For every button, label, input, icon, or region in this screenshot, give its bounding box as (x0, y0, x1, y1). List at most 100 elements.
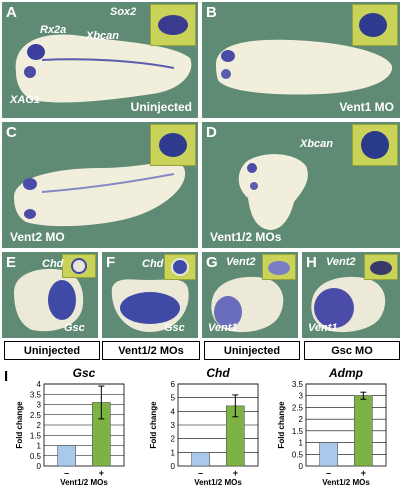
y-tick-label: 1 (171, 448, 176, 457)
inset-e (62, 254, 96, 278)
inset-f (164, 254, 196, 280)
caption-d: Vent1/2 MOs (210, 230, 282, 244)
x-axis-label: Vent1/2 MOs (322, 478, 370, 486)
y-tick-label: 2 (171, 435, 176, 444)
panel-e: E Chd Gsc (2, 252, 98, 338)
panel-b: B Vent1 MO (202, 2, 400, 118)
panel-h: H Vent2 Vent1 (302, 252, 400, 338)
label-xbcan-d: Xbcan (300, 138, 334, 150)
panel-d: D Xbcan Vent1/2 MOs (202, 122, 400, 248)
embryo-h (311, 276, 386, 333)
plot-frame (305, 383, 387, 467)
group-label-vent12-mos: Vent1/2 MOs (102, 341, 200, 360)
inset-c (150, 124, 196, 166)
group-label-gsc-mo: Gsc MO (304, 341, 400, 360)
chart-admp: Admp 0.5 1 1.5 2 2.5 3 3.5 0 Fold change – +Vent1/2… (277, 366, 387, 486)
x-axis-label: Vent1/2 MOs (194, 478, 242, 486)
chart-title: Gsc (73, 366, 96, 380)
y-tick-label: 2 (299, 415, 304, 424)
label-gsc-f: Gsc (164, 322, 185, 334)
bar (57, 445, 76, 467)
panel-letter-c: C (6, 124, 17, 141)
bar (319, 442, 338, 467)
caption-c: Vent2 MO (10, 230, 65, 244)
label-gsc-e: Gsc (64, 322, 85, 334)
inset-d (352, 124, 398, 166)
label-chd-e: Chd (42, 258, 64, 270)
chart-title: Admp (328, 366, 363, 380)
label-vent1-g: Vent1 (208, 322, 238, 334)
label-vent2-h: Vent2 (326, 256, 356, 268)
embryo-d (238, 154, 308, 230)
y-tick-label: 3.5 (30, 390, 42, 399)
chart-chd: Chd 1 2 3 4 5 6 0 Fold change – +Vent1/2 MOs (149, 366, 259, 486)
x-axis-label: Vent1/2 MOs (60, 478, 108, 486)
inset-h (364, 254, 398, 280)
label-vent1-h: Vent1 (308, 322, 338, 334)
bar (354, 395, 373, 467)
y-tick-label: 0.5 (30, 452, 42, 461)
y-tick-label: 1.5 (30, 431, 42, 440)
x-tick-label: + (361, 468, 366, 478)
x-tick-label: – (198, 468, 203, 478)
inset-b (352, 4, 398, 46)
y-tick-label: 2.5 (292, 403, 304, 412)
panel-letter-h: H (306, 254, 317, 271)
y-tick-label: 4 (171, 407, 176, 416)
y-tick-label: 0 (37, 462, 42, 471)
embryo-a (15, 34, 192, 103)
label-xbcan: Xbcan (86, 30, 120, 42)
y-tick-label: 0.5 (292, 450, 304, 459)
panel-letter-d: D (206, 124, 217, 141)
label-vent2-g: Vent2 (226, 256, 256, 268)
panel-letter-b: B (206, 4, 217, 21)
panel-letter-g: G (206, 254, 218, 271)
inset-a (150, 4, 196, 46)
y-tick-label: 3 (299, 392, 304, 401)
plot-frame (177, 383, 259, 467)
x-tick-label: – (326, 468, 331, 478)
y-tick-label: 6 (171, 380, 176, 389)
label-xag1: XAG1 (10, 94, 40, 106)
y-tick-label: 1.5 (292, 427, 304, 436)
panel-a: A Rx2a Xbcan Sox2 XAG1 Uninjected (2, 2, 198, 118)
y-tick-label: 2 (37, 421, 42, 430)
embryo-b (216, 39, 393, 95)
embryo-e (14, 268, 84, 332)
group-label-uninjected-1: Uninjected (4, 341, 100, 360)
y-tick-label: 3 (37, 401, 42, 410)
y-tick-label: 3.5 (292, 380, 304, 389)
x-tick-label: – (64, 468, 69, 478)
label-sox2: Sox2 (110, 6, 137, 18)
caption-a: Uninjected (130, 100, 192, 114)
panel-letter-f: F (106, 254, 116, 271)
label-rx2a: Rx2a (40, 24, 67, 36)
y-tick-label: 3 (171, 421, 176, 430)
group-label-uninjected-2: Uninjected (204, 341, 300, 360)
panel-letter-a: A (6, 4, 17, 21)
y-axis-label: Fold change (149, 401, 158, 449)
panel-g: G Vent2 Vent1 (202, 252, 298, 338)
bar (191, 452, 210, 467)
y-tick-label: 0 (171, 462, 176, 471)
panel-c: C Vent2 MO (2, 122, 198, 248)
label-chd-f: Chd (142, 258, 164, 270)
inset-g (262, 254, 296, 280)
panel-letter-e: E (6, 254, 17, 271)
x-tick-label: + (99, 468, 104, 478)
chart-gsc: Gsc 0.51 1.522.53 3.54 0 Fold change – +Vent1/2… (15, 366, 125, 486)
y-tick-label: 1 (37, 442, 42, 451)
plot-frame (43, 383, 125, 467)
chart-title: Chd (206, 366, 230, 380)
x-tick-label: + (233, 468, 238, 478)
embryo-g (211, 276, 284, 333)
panel-f: F Chd Gsc (102, 252, 198, 338)
y-tick-label: 4 (37, 380, 42, 389)
y-tick-label: 2.5 (30, 411, 42, 420)
y-tick-label: 0 (299, 462, 304, 471)
caption-b: Vent1 MO (339, 100, 394, 114)
y-axis-label: Fold change (277, 401, 286, 449)
embryo-c (14, 162, 186, 227)
y-tick-label: 5 (171, 394, 176, 403)
y-tick-label: 1 (299, 439, 304, 448)
